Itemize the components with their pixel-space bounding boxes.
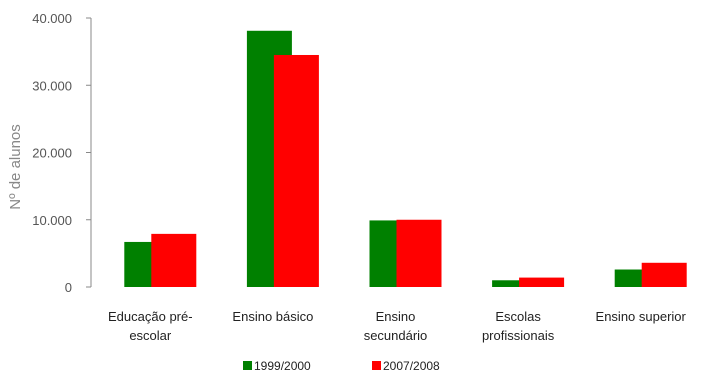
x-tick-label: Ensino básico (232, 309, 313, 324)
legend: 1999/2000 2007/2008 (243, 359, 440, 373)
y-axis: 0 10.000 20.000 30.000 40.000 (32, 11, 92, 295)
bar-1999-2000-3 (492, 280, 538, 287)
bar-2007-2008-1 (273, 54, 319, 287)
y-tick-label: 10.000 (32, 213, 72, 228)
legend-swatch (372, 361, 381, 370)
legend-label: 2007/2008 (383, 359, 440, 373)
x-tick-label: Ensino superior (596, 309, 687, 324)
y-tick-label: 0 (65, 280, 72, 295)
x-tick-label: Ensino secundário (364, 309, 428, 343)
bars (124, 30, 687, 288)
y-tick-label: 40.000 (32, 11, 72, 26)
legend-label: 1999/2000 (254, 359, 311, 373)
x-tick-label: Educação pré-escolar (108, 309, 193, 343)
bar-2007-2008-4 (641, 262, 687, 287)
bar-2007-2008-3 (519, 277, 565, 287)
x-axis-labels: Educação pré-escolar Ensino básico Ensino s… (108, 309, 687, 343)
y-tick-label: 20.000 (32, 146, 72, 161)
y-tick-label: 30.000 (32, 78, 72, 93)
x-tick-label: Escolas profissionais (482, 309, 555, 343)
bar-2007-2008-0 (151, 233, 197, 287)
legend-swatch (243, 361, 252, 370)
bar-2007-2008-2 (396, 219, 442, 287)
y-axis-label: Nº de alunos (7, 124, 24, 210)
